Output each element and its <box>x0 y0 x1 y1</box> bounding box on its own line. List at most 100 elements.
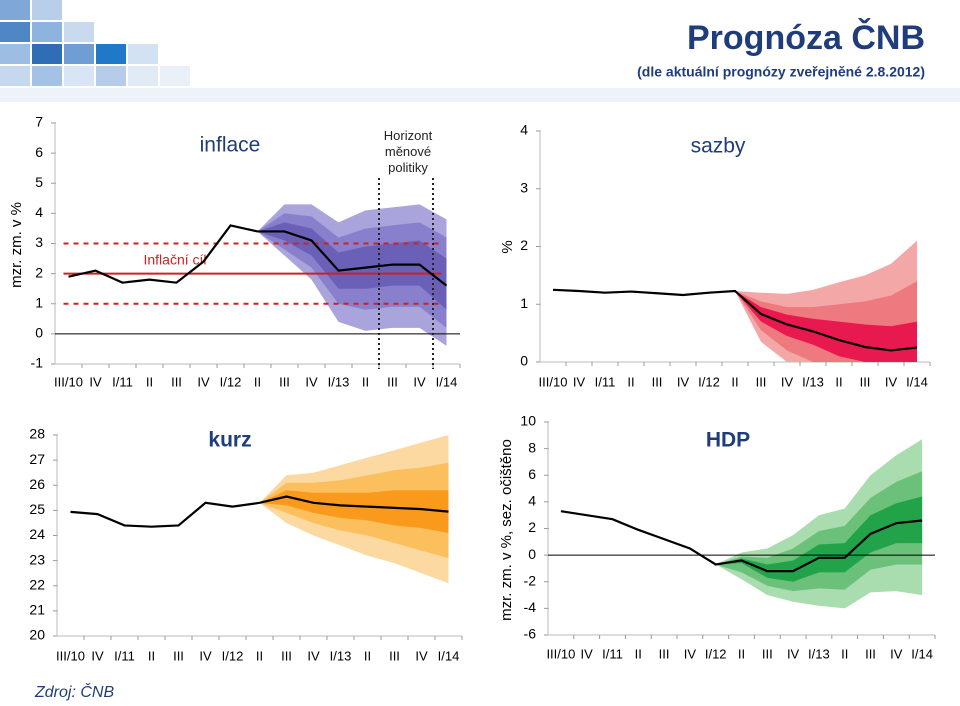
x-tick-label: IV <box>787 646 800 661</box>
fan <box>715 439 923 609</box>
y-tick-label: 3 <box>520 179 528 195</box>
x-tick-label: III <box>281 648 292 663</box>
x-tick-label: IV <box>890 646 903 661</box>
y-tick-label: -1 <box>31 355 44 371</box>
fan <box>257 204 447 346</box>
header-decoration <box>0 0 960 102</box>
x-tick-label: IV <box>307 648 320 663</box>
y-tick-label: 5 <box>35 174 43 190</box>
page-subtitle: (dle aktuální prognózy zveřejněné 2.8.20… <box>637 64 925 80</box>
y-tick-label: 24 <box>29 526 45 542</box>
y-tick-label: -4 <box>524 599 537 615</box>
central-line <box>560 510 923 573</box>
central-line <box>70 495 449 528</box>
y-tick-label: 27 <box>29 451 45 467</box>
x-tick-label: II <box>841 646 848 661</box>
chart-title: kurz <box>208 429 251 452</box>
x-tick-label: IV <box>684 646 697 661</box>
y-tick-label: 6 <box>35 144 43 160</box>
source: Zdroj: ČNB <box>34 682 114 701</box>
x-tick-label: IV <box>677 374 690 389</box>
y-tick-label: 1 <box>35 294 43 310</box>
y-tick-label: 10 <box>520 413 536 429</box>
x-tick-label: I/13 <box>330 648 352 663</box>
x-tick-label: I/13 <box>802 374 824 389</box>
x-tick-label: IV <box>415 648 428 663</box>
x-tick-label: I/12 <box>222 648 244 663</box>
x-tick-label: II <box>627 374 634 389</box>
central-line <box>552 288 918 352</box>
x-tick-label: II <box>362 374 369 389</box>
y-tick-label: 23 <box>29 551 45 567</box>
x-tick-label: II <box>146 374 153 389</box>
target-label: Inflační cíl <box>143 252 206 268</box>
y-tick-label: 20 <box>29 627 45 643</box>
x-tick-label: III <box>387 374 398 389</box>
y-tick-label: 26 <box>29 476 45 492</box>
y-tick-label: -6 <box>524 626 537 642</box>
y-tick-label: 28 <box>29 426 45 442</box>
x-tick-label: III/10 <box>56 648 85 663</box>
y-tick-label: 2 <box>520 237 528 253</box>
x-tick-label: III <box>652 374 663 389</box>
x-tick-label: IV <box>581 646 594 661</box>
x-tick-label: III <box>171 374 182 389</box>
x-tick-label: III <box>389 648 400 663</box>
x-tick-label: I/14 <box>911 646 933 661</box>
x-tick-label: I/11 <box>602 646 623 661</box>
x-tick-label: III/10 <box>546 646 575 661</box>
y-axis-label: % <box>499 240 516 253</box>
x-tick-label: I/13 <box>808 646 830 661</box>
x-tick-label: II <box>254 374 261 389</box>
horizon-label: Horizont měnové politiky <box>378 128 438 176</box>
y-tick-label: 21 <box>29 602 45 618</box>
fan-band <box>715 471 923 592</box>
fan-band <box>715 496 923 582</box>
x-tick-label: II <box>738 646 745 661</box>
y-tick-label: 0 <box>528 546 536 562</box>
x-tick-label: I/14 <box>436 374 458 389</box>
y-tick-label: 1 <box>520 295 528 311</box>
central-line <box>68 224 448 287</box>
y-tick-label: 8 <box>528 439 536 455</box>
y-tick-label: -2 <box>524 572 537 588</box>
chart-title: HDP <box>706 429 750 452</box>
y-tick-label: 25 <box>29 501 45 517</box>
y-tick-label: 4 <box>520 122 528 138</box>
x-tick-label: I/14 <box>438 648 460 663</box>
x-tick-label: III <box>756 374 767 389</box>
x-tick-label: IV <box>781 374 794 389</box>
y-tick-label: 6 <box>528 466 536 482</box>
x-tick-label: III/10 <box>54 374 83 389</box>
y-tick-label: 2 <box>35 264 43 280</box>
x-tick-label: IV <box>413 374 426 389</box>
y-tick-label: 0 <box>520 353 528 369</box>
x-tick-label: III <box>762 646 773 661</box>
x-tick-label: I/12 <box>220 374 242 389</box>
x-tick-label: I/14 <box>906 374 928 389</box>
y-tick-label: 3 <box>35 234 43 250</box>
x-tick-label: IV <box>199 648 212 663</box>
y-axis-label: mzr. zm. v %, sez. očištěno <box>498 439 515 621</box>
x-tick-label: II <box>148 648 155 663</box>
x-tick-label: III <box>865 646 876 661</box>
x-tick-label: III <box>659 646 670 661</box>
x-tick-label: IV <box>573 374 586 389</box>
fan <box>735 240 917 362</box>
x-tick-label: I/12 <box>705 646 727 661</box>
y-tick-label: 7 <box>35 114 43 130</box>
y-tick-label: 0 <box>35 325 43 341</box>
x-tick-label: IV <box>305 374 318 389</box>
x-tick-label: III/10 <box>539 374 568 389</box>
y-tick-label: 4 <box>528 493 536 509</box>
x-tick-label: II <box>635 646 642 661</box>
x-tick-label: I/13 <box>328 374 350 389</box>
x-tick-label: II <box>731 374 738 389</box>
x-tick-label: I/11 <box>112 374 133 389</box>
x-tick-label: II <box>835 374 842 389</box>
x-tick-label: II <box>256 648 263 663</box>
y-tick-label: 4 <box>35 204 43 220</box>
chart-title: sazby <box>691 135 746 158</box>
